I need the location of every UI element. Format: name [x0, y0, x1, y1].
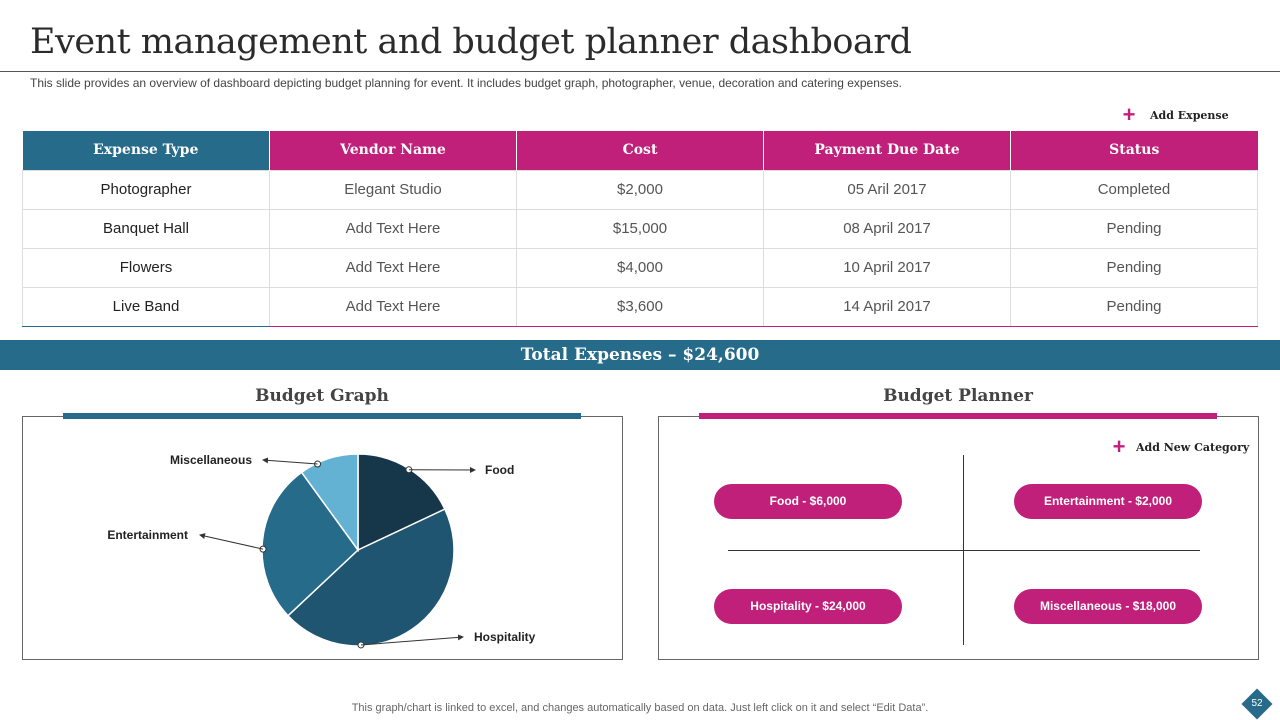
table-row: Flowers Add Text Here $4,000 10 April 20…: [22, 247, 1258, 288]
header-status: Status: [1010, 131, 1258, 170]
pie-slice-entertainment[interactable]: [261, 471, 359, 617]
cell-expense-type: Flowers: [22, 247, 270, 288]
header-cost: Cost: [516, 131, 764, 170]
cell-expense-type: Banquet Hall: [22, 208, 270, 249]
cell-status: Pending: [1010, 286, 1258, 327]
table-row: Photographer Elegant Studio $2,000 05 Ar…: [22, 169, 1258, 210]
cell-vendor-name: Elegant Studio: [269, 169, 517, 210]
page-number: 52: [1251, 698, 1263, 709]
cell-status: Completed: [1010, 169, 1258, 210]
page-subtitle: This slide provides an overview of dashb…: [30, 76, 902, 90]
pie-label-food: Food: [485, 463, 514, 477]
page-number-badge: 52: [1241, 688, 1273, 720]
budget-planner-accent-bar: [699, 413, 1217, 419]
category-pill-hospitality[interactable]: Hospitality - $24,000: [714, 589, 902, 624]
cell-cost: $4,000: [516, 247, 764, 288]
expenses-table: Expense Type Vendor Name Cost Payment Du…: [22, 131, 1258, 327]
pie-label-miscellaneous: Miscellaneous: [170, 453, 252, 467]
pie-label-entertainment: Entertainment: [107, 528, 188, 542]
plus-icon: +: [1122, 102, 1136, 127]
cell-expense-type: Live Band: [22, 286, 270, 327]
header-expense-type: Expense Type: [22, 131, 270, 170]
add-new-category-button[interactable]: + Add New Category: [1110, 434, 1250, 459]
pie-leader-line-miscellaneous: [262, 457, 318, 465]
cell-vendor-name: Add Text Here: [269, 286, 517, 327]
cell-status: Pending: [1010, 208, 1258, 249]
pie-leader-line-entertainment: [199, 533, 264, 550]
budget-planner-title: Budget Planner: [883, 386, 1033, 406]
category-pill-miscellaneous[interactable]: Miscellaneous - $18,000: [1014, 589, 1202, 624]
planner-horizontal-divider: [728, 550, 1200, 551]
page-title: Event management and budget planner dash…: [30, 22, 912, 62]
header-vendor-name: Vendor Name: [269, 131, 517, 170]
add-expense-label: Add Expense: [1150, 108, 1229, 122]
category-pill-food[interactable]: Food - $6,000: [714, 484, 902, 519]
budget-graph-accent-bar: [63, 413, 581, 419]
category-pill-entertainment[interactable]: Entertainment - $2,000: [1014, 484, 1202, 519]
footer-note: This graph/chart is linked to excel, and…: [351, 702, 929, 714]
cell-vendor-name: Add Text Here: [269, 208, 517, 249]
pie-leader-line-hospitality: [360, 634, 464, 646]
budget-graph-title: Budget Graph: [255, 386, 389, 406]
cell-cost: $15,000: [516, 208, 764, 249]
header-payment-due-date: Payment Due Date: [763, 131, 1011, 170]
pie-slice-hospitality[interactable]: [286, 508, 455, 647]
table-header-row: Expense Type Vendor Name Cost Payment Du…: [22, 131, 1258, 170]
cell-cost: $3,600: [516, 286, 764, 327]
table-row: Live Band Add Text Here $3,600 14 April …: [22, 286, 1258, 327]
cell-due-date: 08 April 2017: [763, 208, 1011, 249]
add-new-category-label: Add New Category: [1136, 440, 1250, 454]
total-expenses-banner: Total Expenses – $24,600: [0, 340, 1280, 370]
pie-slice-miscellaneous[interactable]: [300, 453, 359, 553]
add-expense-button[interactable]: + Add Expense: [1120, 102, 1229, 127]
title-divider: [0, 71, 1280, 72]
pie-label-hospitality: Hospitality: [474, 630, 536, 644]
plus-icon: +: [1112, 434, 1126, 459]
cell-due-date: 05 Aril 2017: [763, 169, 1011, 210]
table-row: Banquet Hall Add Text Here $15,000 08 Ap…: [22, 208, 1258, 249]
cell-due-date: 14 April 2017: [763, 286, 1011, 327]
cell-status: Pending: [1010, 247, 1258, 288]
cell-cost: $2,000: [516, 169, 764, 210]
